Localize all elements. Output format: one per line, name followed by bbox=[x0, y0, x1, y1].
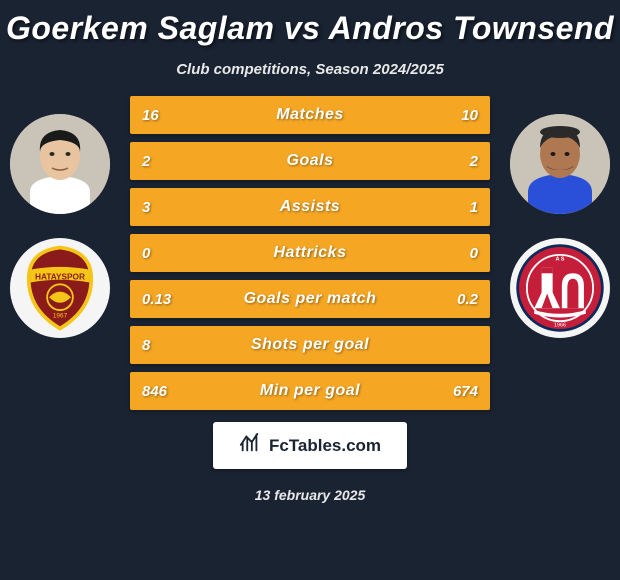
stat-label: Goals per match bbox=[244, 290, 377, 308]
svg-text:1967: 1967 bbox=[53, 312, 68, 319]
svg-text:1966: 1966 bbox=[554, 323, 566, 329]
stat-value-left: 0 bbox=[142, 245, 192, 262]
stat-label: Min per goal bbox=[260, 382, 360, 400]
stat-row: 2 Goals 2 bbox=[130, 142, 490, 180]
stat-value-right: 0.2 bbox=[428, 291, 478, 308]
svg-text:HATAYSPOR: HATAYSPOR bbox=[35, 273, 85, 282]
stat-row: 846 Min per goal 674 bbox=[130, 372, 490, 410]
stat-label: Hattricks bbox=[274, 244, 347, 262]
stat-value-right: 2 bbox=[428, 153, 478, 170]
stat-value-left: 0.13 bbox=[142, 291, 192, 308]
stat-row: 0 Hattricks 0 bbox=[130, 234, 490, 272]
club-right-crest: A S 1966 bbox=[510, 238, 610, 338]
page-title: Goerkem Saglam vs Andros Townsend bbox=[0, 0, 620, 47]
svg-text:A S: A S bbox=[556, 256, 565, 262]
stat-value-left: 3 bbox=[142, 199, 192, 216]
stat-row: 8 Shots per goal bbox=[130, 326, 490, 364]
subtitle: Club competitions, Season 2024/2025 bbox=[0, 61, 620, 78]
stat-value-left: 2 bbox=[142, 153, 192, 170]
stat-value-right: 1 bbox=[428, 199, 478, 216]
stat-value-left: 846 bbox=[142, 383, 192, 400]
stat-value-left: 8 bbox=[142, 337, 192, 354]
brand-badge: FcTables.com bbox=[213, 422, 407, 469]
player-left-avatar bbox=[10, 114, 110, 214]
player-right-avatar bbox=[510, 114, 610, 214]
stat-row: 16 Matches 10 bbox=[130, 96, 490, 134]
footer: FcTables.com bbox=[0, 422, 620, 469]
stat-label: Assists bbox=[280, 198, 340, 216]
stat-rows: 16Matches102Goals23Assists10Hattricks00.… bbox=[130, 96, 490, 410]
stat-row: 3 Assists 1 bbox=[130, 188, 490, 226]
stat-value-right: 10 bbox=[428, 107, 478, 124]
stat-value-right: 674 bbox=[428, 383, 478, 400]
brand-label: FcTables.com bbox=[269, 436, 381, 456]
stat-label: Shots per goal bbox=[251, 336, 369, 354]
stat-value-right: 0 bbox=[428, 245, 478, 262]
stat-row: 0.13 Goals per match 0.2 bbox=[130, 280, 490, 318]
comparison-panel: HATAYSPOR 1967 A S 1966 16Matches102Goal… bbox=[0, 96, 620, 410]
stat-value-left: 16 bbox=[142, 107, 192, 124]
stat-label: Matches bbox=[276, 106, 344, 124]
chart-icon bbox=[239, 432, 261, 459]
stat-label: Goals bbox=[287, 152, 334, 170]
date-label: 13 february 2025 bbox=[0, 487, 620, 503]
club-left-crest: HATAYSPOR 1967 bbox=[10, 238, 110, 338]
